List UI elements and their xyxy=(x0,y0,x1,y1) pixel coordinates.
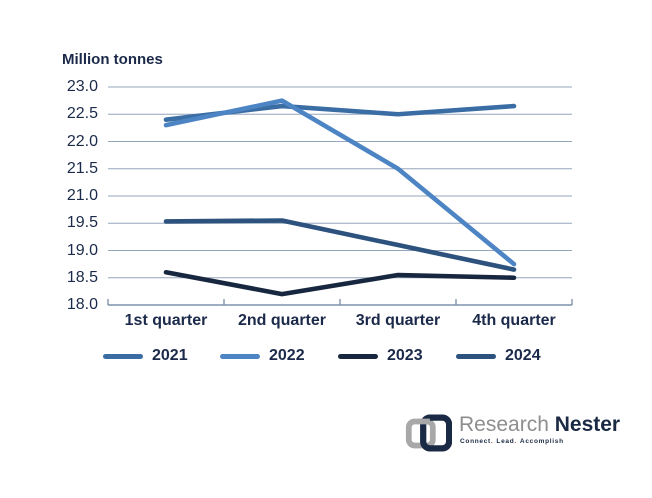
legend-swatch-2021 xyxy=(103,353,143,359)
legend-swatch-2024 xyxy=(456,353,496,359)
y-axis-label: 19.5 xyxy=(66,214,98,232)
legend-label: 2021 xyxy=(152,347,188,364)
y-axis-label: 22.5 xyxy=(66,105,98,123)
logo-tagline: Connect. Lead. Accomplish xyxy=(460,438,564,445)
x-axis-label-q2: 2nd quarter xyxy=(237,312,327,329)
legend-item-2023: 2023 xyxy=(338,347,423,365)
x-axis-label-q4: 4th quarter xyxy=(472,312,556,329)
y-axis-label: 19.0 xyxy=(66,241,98,259)
chain-links-icon xyxy=(405,414,452,452)
legend-item-2022: 2022 xyxy=(220,347,305,365)
legend-item-2021: 2021 xyxy=(103,347,188,365)
y-axis-label: 21.5 xyxy=(66,159,98,177)
y-axis-label: 18.0 xyxy=(66,296,98,313)
legend-label: 2024 xyxy=(505,347,541,364)
y-axis-label: 21.0 xyxy=(66,187,98,204)
x-axis-label-q3: 3rd quarter xyxy=(355,312,441,329)
x-axis-label-q1: 1st quarter xyxy=(124,312,208,329)
legend-swatch-2023 xyxy=(338,353,378,359)
chart-title: Million tonnes xyxy=(62,51,163,68)
legend-label: 2023 xyxy=(387,347,423,364)
y-axis-label: 23.0 xyxy=(66,78,98,95)
legend-swatch-2022 xyxy=(220,353,260,359)
legend-item-2024: 2024 xyxy=(456,347,541,365)
research-nester-logo: Research Nester Connect. Lead. Accomplish xyxy=(404,412,620,454)
y-axis-label: 18.5 xyxy=(66,268,98,286)
y-axis-label: 22.0 xyxy=(66,132,98,150)
logo-brand-second: Nester xyxy=(554,413,621,436)
logo-brand-name: Research Nester xyxy=(459,412,620,437)
legend-label: 2022 xyxy=(269,347,305,364)
logo-brand-first: Research xyxy=(459,413,549,436)
